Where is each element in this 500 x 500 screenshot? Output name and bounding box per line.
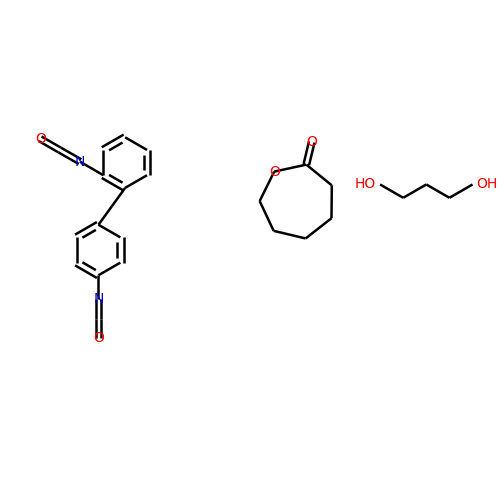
Text: N: N [75, 154, 85, 168]
Text: N: N [94, 292, 104, 306]
Text: O: O [35, 132, 45, 146]
Text: O: O [93, 332, 104, 345]
Text: OH: OH [476, 178, 498, 192]
Text: HO: HO [355, 178, 376, 192]
Text: O: O [269, 164, 280, 178]
Text: O: O [306, 135, 317, 149]
